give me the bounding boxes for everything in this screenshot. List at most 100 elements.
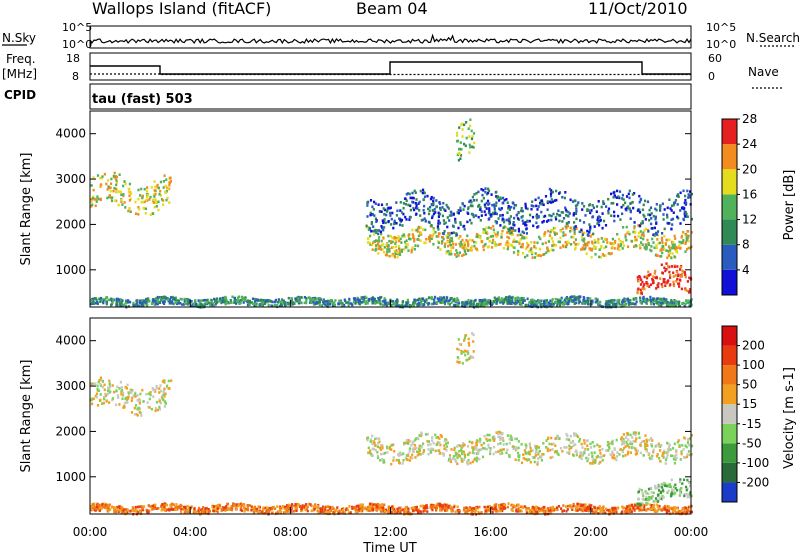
power-cell (681, 269, 684, 273)
power-cell (444, 242, 447, 246)
power-cell (266, 299, 269, 302)
power-cell (452, 246, 455, 249)
power-cell (434, 211, 437, 214)
power-cell (199, 304, 202, 307)
power-cell (642, 233, 645, 237)
power-cell (617, 237, 621, 241)
velocity-cell (398, 509, 401, 513)
velocity-cell (117, 510, 120, 513)
power-cell (516, 296, 519, 300)
velocity-cell (99, 398, 102, 402)
velocity-cell (235, 507, 238, 510)
power-cell (327, 302, 330, 306)
power-cell (647, 273, 650, 277)
power-cell (488, 209, 491, 213)
velocity-cell (125, 387, 128, 390)
power-cell (115, 190, 118, 194)
velocity-cell (344, 508, 347, 512)
velocity-cell (194, 509, 197, 513)
velocity-cell (172, 503, 175, 506)
power-cell (567, 241, 570, 245)
power-cell (582, 298, 585, 302)
power-cell (115, 187, 118, 191)
power-cell (431, 235, 434, 238)
power-cell (409, 237, 412, 241)
velocity-cell (532, 509, 535, 513)
power-cell (559, 301, 562, 305)
power-y-tick-label: 2000 (55, 217, 86, 231)
power-cell (285, 303, 288, 306)
power-cell (510, 296, 513, 299)
power-cell (545, 299, 548, 302)
power-cell (646, 238, 649, 242)
power-cell (655, 222, 658, 225)
power-cell (645, 297, 649, 301)
power-cell (603, 237, 606, 241)
power-cell (567, 298, 570, 301)
power-cell (419, 299, 422, 302)
power-cell (616, 189, 619, 193)
power-cell (683, 201, 686, 205)
velocity-cell (260, 510, 263, 514)
velocity-cell (310, 509, 313, 513)
power-cell (459, 206, 462, 210)
power-cell (535, 300, 538, 303)
power-cell (472, 132, 476, 135)
power-cell (613, 241, 616, 244)
velocity-cell (118, 403, 121, 406)
power-cell (529, 213, 532, 217)
power-cell (659, 297, 662, 301)
velocity-cell (457, 510, 460, 514)
power-cell (373, 240, 376, 243)
velocity-cell (91, 504, 95, 508)
power-cell (144, 212, 147, 215)
power-cell (620, 205, 623, 209)
power-cell (521, 301, 524, 304)
velocity-cell (306, 509, 309, 513)
power-cell (589, 235, 592, 238)
velocity-cell (411, 453, 414, 457)
power-cell (511, 295, 514, 299)
velocity-cell (394, 509, 397, 513)
power-cell (218, 300, 221, 303)
velocity-cell (95, 505, 99, 508)
power-cell (655, 246, 658, 250)
power-cell (545, 251, 548, 254)
power-cell (643, 229, 646, 232)
power-cell (581, 233, 584, 236)
power-cell (493, 205, 496, 208)
power-cell (112, 189, 115, 193)
velocity-cell (126, 383, 129, 387)
power-cell (636, 291, 639, 295)
power-cell (110, 182, 113, 185)
power-cell (167, 187, 170, 190)
power-cell (214, 303, 217, 306)
power-cell (418, 209, 421, 212)
velocity-cell (188, 506, 191, 510)
power-cell (416, 238, 419, 241)
velocity-cell (438, 504, 441, 508)
nave-tick-bottom: 0 (708, 70, 715, 83)
power-cell (643, 283, 646, 286)
velocity-cell (484, 509, 487, 512)
power-cell (581, 208, 584, 211)
power-cell (589, 211, 592, 215)
velocity-cell (523, 449, 526, 452)
power-cell (465, 252, 468, 256)
velocity-cell (397, 453, 400, 456)
freq-trace (90, 61, 691, 75)
velocity-cell (581, 504, 584, 507)
power-cell (650, 299, 653, 302)
velocity-cell (163, 387, 166, 391)
velocity-cell (300, 506, 303, 510)
power-cell (474, 241, 478, 244)
power-cell (92, 176, 95, 179)
power-cell (577, 299, 580, 302)
power-cell (437, 235, 440, 238)
velocity-cell (163, 405, 166, 408)
velocity-cell (106, 506, 109, 510)
power-cell (555, 198, 558, 202)
power-cell (684, 275, 687, 279)
power-cell (263, 302, 266, 305)
power-cell (498, 207, 501, 211)
